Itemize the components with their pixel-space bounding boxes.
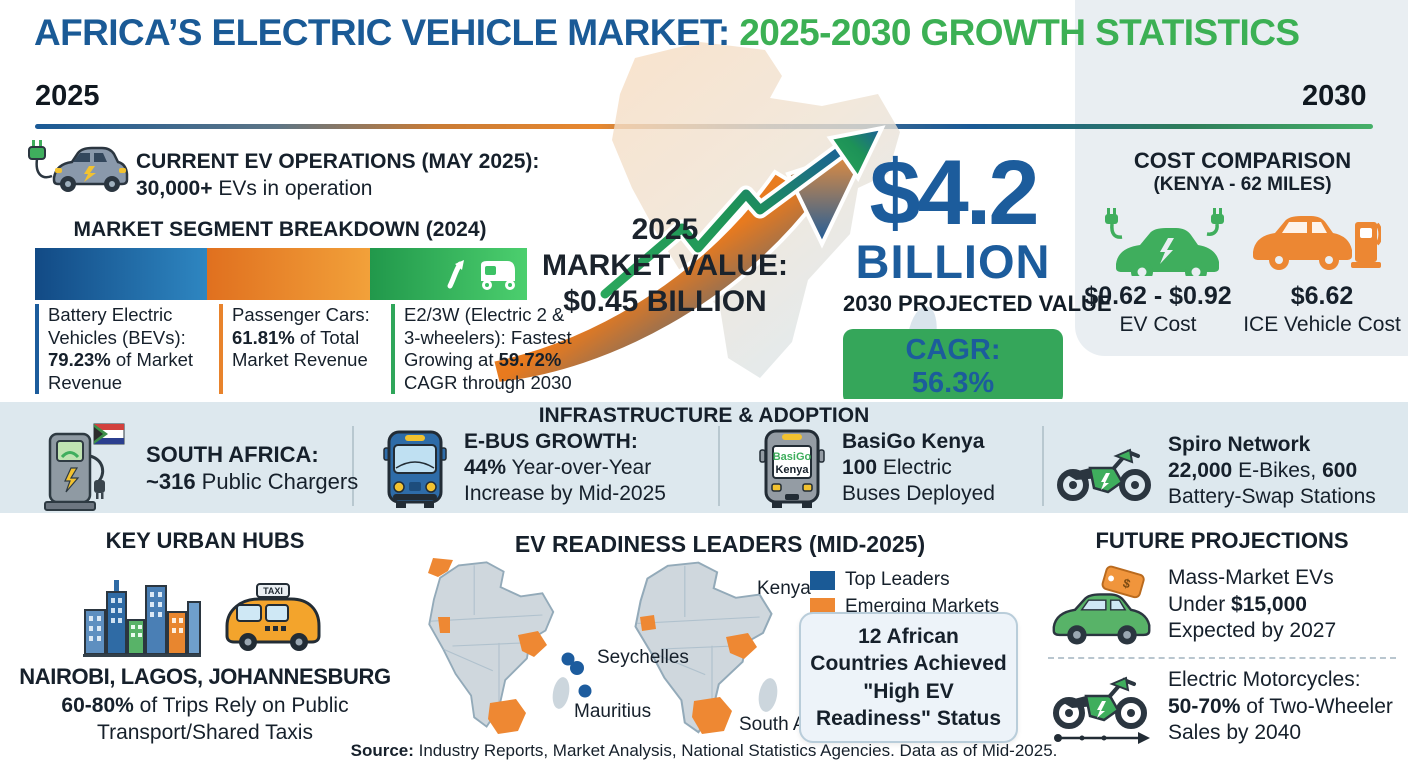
cost-comparison-icons [1085, 204, 1400, 276]
readiness-callout: 12 African Countries Achieved "High EV R… [799, 612, 1018, 744]
band-divider [1042, 426, 1044, 506]
cost-comparison-title: COST COMPARISON (KENYA - 62 MILES) [1133, 148, 1352, 196]
hub-cities: NAIROBI, LAGOS, JOHANNESBURG [19, 664, 391, 689]
dot-seychelles-2 [570, 661, 584, 675]
tuktuk-icon [480, 261, 515, 290]
band-divider [352, 426, 354, 506]
future-item-mass-market: $ Mass-Market EVs Under $15,000 Expected… [1048, 562, 1396, 648]
current-ev-operations: CURRENT EV OPERATIONS (MAY 2025): 30,000… [136, 148, 539, 203]
car-price-tag-icon: $ [1052, 565, 1151, 645]
cost-comparison-panel [1075, 0, 1408, 356]
city-skyline-icon [83, 580, 201, 657]
segment-stacked-bar [35, 248, 527, 300]
market-value-2025: 2025 MARKET VALUE: $0.45 BILLION [541, 213, 789, 318]
ev-car-icon [28, 140, 129, 192]
infra-item-basigo: BasiGo Kenya BasiGo Kenya 100 Electric B… [758, 426, 995, 510]
segment-desc-passenger: Passenger Cars: 61.81% of Total Market R… [219, 304, 378, 395]
segment-bar-passenger [207, 248, 370, 300]
africa-readiness-maps [428, 558, 778, 734]
legend-top-leaders: Top Leaders [810, 569, 999, 591]
highlight-south-africa-2 [692, 697, 732, 734]
svg-text:Kenya: Kenya [775, 464, 809, 476]
readiness-legend: Top Leaders Emerging Markets [810, 569, 999, 623]
future-title: FUTURE PROJECTIONS [1095, 528, 1349, 553]
readiness-title: EV READINESS LEADERS (MID-2025) [514, 531, 926, 557]
projected-unit: BILLION [855, 235, 1051, 289]
future-projections: FUTURE PROJECTIONS $ [1048, 528, 1396, 747]
current-ops-value-line: 30,000+ EVs in operation [136, 177, 373, 201]
arrow-up-icon [447, 260, 464, 289]
africa-map-backdrop [489, 42, 937, 387]
ice-car-fuel-icon [1252, 216, 1381, 270]
infra-item-south-africa: SOUTH AFRICA: ~316 Public Chargers [38, 422, 358, 514]
ev-green-car-icon [1104, 208, 1224, 276]
legend-swatch-orange [810, 597, 835, 617]
legend-swatch-blue [810, 570, 835, 590]
infra-item-ebus: E-BUS GROWTH: 44% Year-over-Year Increas… [382, 426, 666, 510]
basigo-bus-icon: BasiGo Kenya [759, 429, 825, 508]
charging-station-icon [44, 423, 125, 511]
segment-descriptions: Battery Electric Vehicles (BEVs): 79.23%… [35, 304, 576, 395]
highlight-kenya-1 [518, 631, 547, 657]
key-urban-hubs: KEY URBAN HUBS [14, 528, 396, 747]
projection-2030: $4.2 BILLION 2030 PROJECTED VALUE CAGR: … [843, 142, 1112, 406]
title-green-part: 2025-2030 GROWTH STATISTICS [739, 12, 1300, 53]
segment-desc-e23w: E2/3W (Electric 2 & 3-wheelers): Fastest… [391, 304, 576, 395]
projected-value: $4.2 [869, 142, 1039, 244]
taxi-van-icon: TAXI [225, 583, 321, 651]
segment-desc-bev: Battery Electric Vehicles (BEVs): 79.23%… [35, 304, 206, 395]
south-africa-flag-icon [93, 423, 125, 445]
label-kenya: Kenya [757, 578, 811, 599]
current-ops-heading: CURRENT EV OPERATIONS (MAY 2025): [136, 150, 540, 173]
source-line: Source: Industry Reports, Market Analysi… [350, 741, 1058, 760]
infra-item-spiro: Spiro Network 22,000 E-Bikes, 600 Batter… [1056, 432, 1376, 510]
electric-bus-icon [383, 430, 447, 508]
highlight-kenya-2 [726, 633, 757, 659]
label-mauritius: Mauritius [574, 701, 652, 722]
highlight-ghana-1 [438, 617, 450, 633]
timeline-end-year: 2030 [1302, 80, 1367, 112]
madagascar-1 [552, 677, 570, 709]
e-bike-icon [1056, 440, 1152, 502]
hubs-stat: 60-80% of Trips Rely on Public Transport… [61, 694, 349, 745]
highlight-ghana-2 [640, 615, 656, 631]
projected-label: 2030 PROJECTED VALUE [843, 291, 1112, 317]
highlight-morocco [428, 558, 453, 577]
page-title: AFRICA’S ELECTRIC VEHICLE MARKET: 2025-2… [34, 12, 1300, 54]
dashed-divider [1048, 657, 1396, 659]
cost-comparison-values: $0.62 - $0.92 EV Cost $6.62 ICE Vehicle … [1078, 282, 1406, 337]
title-blue-part: AFRICA’S ELECTRIC VEHICLE MARKET: [34, 12, 740, 53]
band-divider [718, 426, 720, 506]
highlight-south-africa-1 [488, 699, 526, 734]
hubs-title: KEY URBAN HUBS [105, 528, 305, 553]
timeline-start-year: 2025 [35, 80, 100, 112]
ev-cost: $0.62 - $0.92 EV Cost [1084, 282, 1232, 336]
dot-mauritius [578, 684, 592, 698]
segment-breakdown-title: MARKET SEGMENT BREAKDOWN (2024) [73, 218, 487, 241]
infrastructure-band [0, 399, 1408, 516]
infrastructure-title: INFRASTRUCTURE & ADOPTION [538, 404, 870, 427]
label-seychelles: Seychelles [597, 647, 689, 668]
dot-seychelles [561, 652, 575, 666]
svg-text:$: $ [1121, 576, 1132, 591]
svg-text:BasiGo: BasiGo [773, 451, 812, 463]
segment-bar-e23w [369, 248, 527, 300]
svg-text:TAXI: TAXI [263, 586, 283, 596]
madagascar-2 [758, 678, 778, 712]
cagr-badge: CAGR: 56.3% [843, 329, 1063, 406]
legend-emerging-markets: Emerging Markets [810, 596, 999, 618]
segment-bar-bev [35, 248, 208, 300]
zigzag-trend-arrow [596, 125, 886, 303]
electric-motorcycle-icon [1052, 668, 1150, 744]
future-item-motorcycles: Electric Motorcycles: 50-70% of Two-Whee… [1048, 667, 1396, 747]
ice-cost: $6.62 ICE Vehicle Cost [1243, 282, 1401, 336]
